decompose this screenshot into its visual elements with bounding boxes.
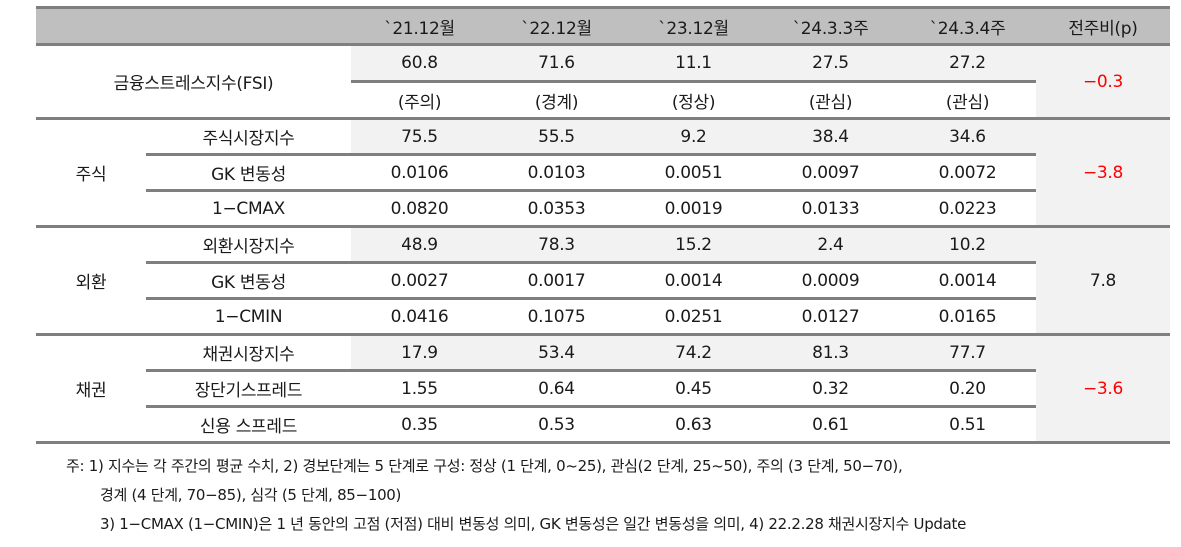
cell-value: 0.45: [625, 369, 762, 407]
fx-cmin-row: 1−CMIN 0.0416 0.1075 0.0251 0.0127 0.016…: [36, 297, 1170, 335]
cell-value: 77.7: [899, 333, 1036, 371]
header-blank: [36, 6, 351, 46]
group-label-stock: 주식: [36, 117, 146, 227]
cell-value: 0.51: [899, 405, 1036, 444]
header-col-2022-12: `22.12월: [488, 6, 625, 46]
fsi-value: 60.8: [351, 44, 488, 82]
cell-value: 17.9: [351, 333, 488, 371]
cell-value: 0.0103: [488, 153, 625, 191]
cell-value: 0.64: [488, 369, 625, 407]
fsi-status: (관심): [899, 80, 1036, 119]
fsi-status: (관심): [762, 80, 899, 119]
bond-credit-spread-row: 신용 스프레드 0.35 0.53 0.63 0.61 0.51: [36, 405, 1170, 444]
cell-value: 0.0027: [351, 261, 488, 299]
fsi-status: (경계): [488, 80, 625, 119]
bond-term-spread-row: 장단기스프레드 1.55 0.64 0.45 0.32 0.20: [36, 369, 1170, 407]
footnote-line-3: 3) 1−CMAX (1−CMIN)은 1 년 동안의 고점 (저점) 대비 변…: [100, 515, 967, 533]
cell-value: 2.4: [762, 225, 899, 263]
cell-value: 0.1075: [488, 297, 625, 335]
group-delta-bond: −3.6: [1036, 333, 1170, 444]
cell-value: 0.63: [625, 405, 762, 444]
group-label-fx: 외환: [36, 225, 146, 335]
fsi-status: (주의): [351, 80, 488, 119]
cell-value: 0.0127: [762, 297, 899, 335]
group-delta-fx: 7.8: [1036, 225, 1170, 335]
cell-value: 0.0106: [351, 153, 488, 191]
cell-value: 38.4: [762, 117, 899, 155]
cell-value: 0.35: [351, 405, 488, 444]
cell-value: 34.6: [899, 117, 1036, 155]
cell-value: 0.0014: [625, 261, 762, 299]
group-delta-stock: −3.8: [1036, 117, 1170, 227]
stock-gk-row: GK 변동성 0.0106 0.0103 0.0051 0.0097 0.007…: [36, 153, 1170, 191]
header-row: `21.12월 `22.12월 `23.12월 `24.3.3주 `24.3.4…: [36, 6, 1170, 46]
cell-value: 15.2: [625, 225, 762, 263]
footnotes: 주: 1) 지수는 각 주간의 평균 수치, 2) 경보단계는 5 단계로 구성…: [66, 452, 966, 539]
cell-value: 0.32: [762, 369, 899, 407]
cell-value: 0.0017: [488, 261, 625, 299]
fsi-table: `21.12월 `22.12월 `23.12월 `24.3.3주 `24.3.4…: [36, 6, 1170, 444]
stock-index-row: 주식 주식시장지수 75.5 55.5 9.2 38.4 34.6 −3.8: [36, 117, 1170, 227]
footnote-line-2: 경계 (4 단계, 70−85), 심각 (5 단계, 85−100): [100, 486, 402, 504]
cell-value: 78.3: [488, 225, 625, 263]
cell-value: 75.5: [351, 117, 488, 155]
cell-value: 0.61: [762, 405, 899, 444]
cell-value: 0.53: [488, 405, 625, 444]
cell-value: 1.55: [351, 369, 488, 407]
fsi-label: 금융스트레스지수(FSI): [113, 74, 274, 94]
cell-value: 9.2: [625, 117, 762, 155]
fx-index-row: 외환 외환시장지수 48.9 78.3 15.2 2.4 10.2 7.8: [36, 225, 1170, 335]
bond-index-row: 채권 채권시장지수 17.9 53.4 74.2 81.3 77.7 −3.6: [36, 333, 1170, 444]
header-col-2021-12: `21.12월: [351, 6, 488, 46]
cell-value: 0.0051: [625, 153, 762, 191]
cell-value: 0.0097: [762, 153, 899, 191]
row-label: 신용 스프레드: [146, 405, 351, 444]
cell-value: 0.0019: [625, 189, 762, 227]
fsi-value: 71.6: [488, 44, 625, 82]
cell-value: 10.2: [899, 225, 1036, 263]
header-col-2023-12: `23.12월: [625, 6, 762, 46]
row-label: 1−CMIN: [146, 297, 351, 335]
fx-gk-row: GK 변동성 0.0027 0.0017 0.0014 0.0009 0.001…: [36, 261, 1170, 299]
row-label: GK 변동성: [146, 261, 351, 299]
cell-value: 48.9: [351, 225, 488, 263]
cell-value: 53.4: [488, 333, 625, 371]
cell-value: 55.5: [488, 117, 625, 155]
fsi-value: 11.1: [625, 44, 762, 82]
row-label: 장단기스프레드: [146, 369, 351, 407]
fsi-status: (정상): [625, 80, 762, 119]
fsi-delta: −0.3: [1036, 44, 1170, 119]
cell-value: 0.0223: [899, 189, 1036, 227]
cell-value: 0.0416: [351, 297, 488, 335]
header-col-2024-3-3w: `24.3.3주: [762, 6, 899, 46]
fsi-status-row: (주의) (경계) (정상) (관심) (관심): [36, 80, 1170, 119]
row-label: GK 변동성: [146, 153, 351, 191]
cell-value: 0.0251: [625, 297, 762, 335]
cell-value: 0.0072: [899, 153, 1036, 191]
fsi-table-container: `21.12월 `22.12월 `23.12월 `24.3.3주 `24.3.4…: [36, 6, 1170, 444]
row-label: 주식시장지수: [146, 117, 351, 155]
cell-value: 0.0133: [762, 189, 899, 227]
header-col-2024-3-4w: `24.3.4주: [899, 6, 1036, 46]
header-col-wow-change: 전주비(p): [1036, 6, 1170, 46]
row-label: 1−CMAX: [146, 189, 351, 227]
cell-value: 0.0165: [899, 297, 1036, 335]
cell-value: 0.0014: [899, 261, 1036, 299]
row-label: 채권시장지수: [146, 333, 351, 371]
group-label-bond: 채권: [36, 333, 146, 444]
cell-value: 0.0353: [488, 189, 625, 227]
fsi-values-row: 금융스트레스지수(FSI) 60.8 71.6 11.1 27.5 27.2 −…: [36, 44, 1170, 119]
cell-value: 0.20: [899, 369, 1036, 407]
fsi-value: 27.5: [762, 44, 899, 82]
cell-value: 0.0009: [762, 261, 899, 299]
cell-value: 81.3: [762, 333, 899, 371]
cell-value: 74.2: [625, 333, 762, 371]
fsi-value: 27.2: [899, 44, 1036, 82]
cell-value: 0.0820: [351, 189, 488, 227]
stock-cmax-row: 1−CMAX 0.0820 0.0353 0.0019 0.0133 0.022…: [36, 189, 1170, 227]
footnote-line-1: 주: 1) 지수는 각 주간의 평균 수치, 2) 경보단계는 5 단계로 구성…: [66, 457, 903, 475]
row-label: 외환시장지수: [146, 225, 351, 263]
